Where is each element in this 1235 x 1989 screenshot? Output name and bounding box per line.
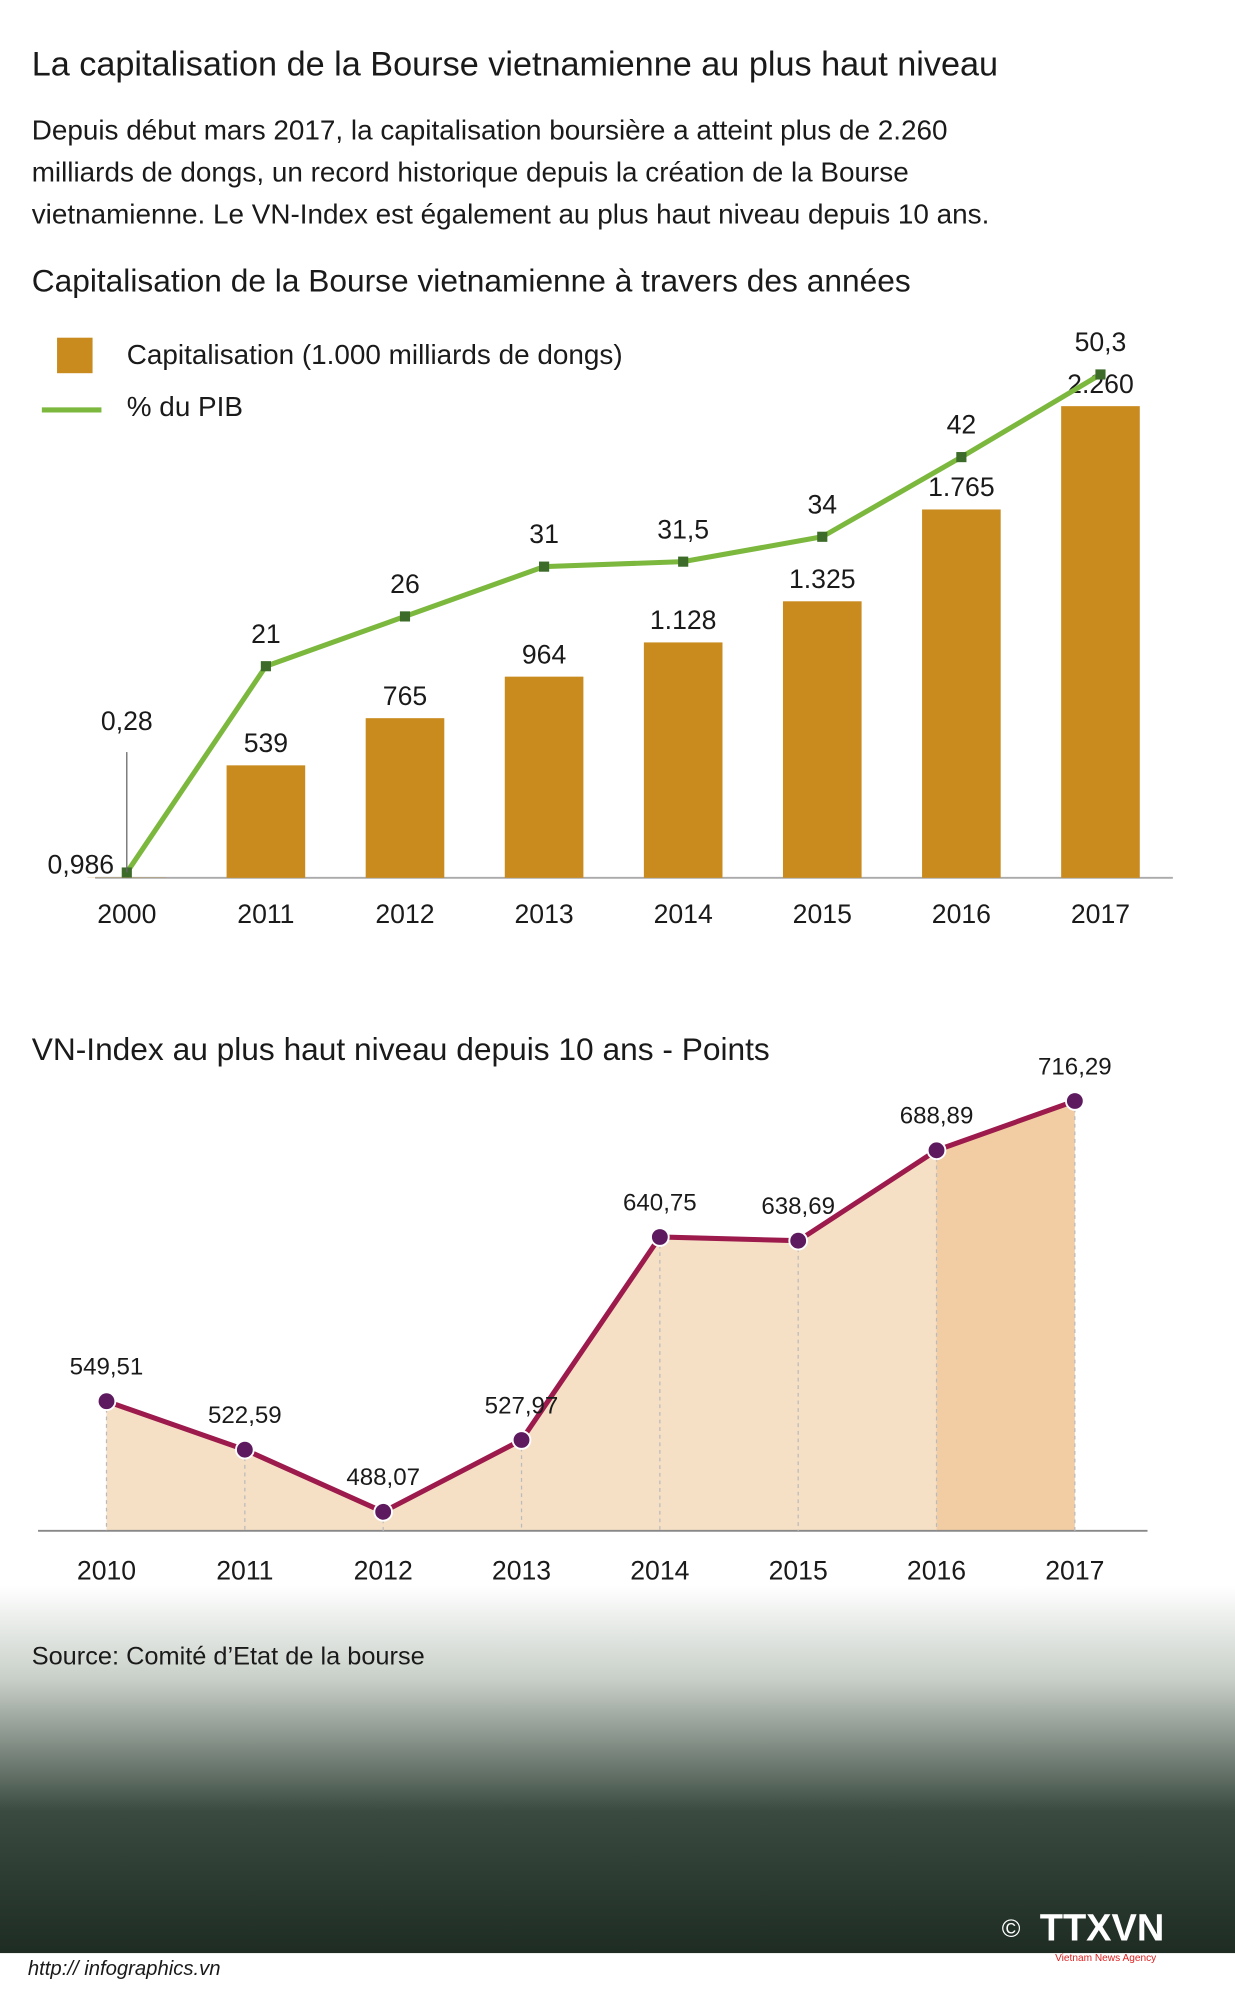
footer-strip (0, 1953, 1235, 1989)
x-tick-label: 2017 (1071, 899, 1130, 929)
x-tick-label: 2017 (1045, 1556, 1104, 1586)
bar-value-label: 765 (383, 681, 427, 711)
agency: Vietnam News Agency (1055, 1953, 1157, 1964)
area (106, 1150, 937, 1531)
x-tick-label: 2016 (932, 899, 991, 929)
line-value-label: 34 (807, 489, 837, 519)
value-label: 716,29 (1038, 1053, 1112, 1080)
url: http:// infographics.vn (28, 1958, 221, 1980)
line (105, 1098, 1076, 1515)
legend-label: Capitalisation (1.000 milliards de dongs… (127, 339, 623, 370)
bar (643, 642, 723, 878)
line (124, 372, 1102, 874)
x-tick-label: 2014 (630, 1556, 689, 1586)
value-label: 527,97 (485, 1392, 559, 1419)
logo: TTXVN (1040, 1907, 1165, 1949)
x-tick-label: 2011 (216, 1556, 273, 1586)
x-tick-label: 2010 (77, 1556, 136, 1586)
point (926, 1140, 947, 1161)
bar (365, 718, 445, 878)
x-tick-label: 2015 (793, 899, 852, 929)
x-tick-label: 2014 (654, 899, 713, 929)
point (650, 1227, 670, 1247)
legend-swatch (57, 337, 93, 374)
line-value-label: 42 (947, 410, 977, 440)
line-marker (399, 611, 411, 622)
value-label: 688,89 (900, 1103, 974, 1130)
x-tick-label: 2015 (769, 1556, 828, 1586)
x-tick-label: 2013 (514, 899, 573, 929)
bar (1061, 406, 1140, 878)
point (511, 1430, 532, 1450)
x-tick-label: 2016 (907, 1556, 966, 1586)
point (235, 1439, 255, 1460)
bar-value-label: 539 (244, 728, 288, 758)
value-label: 638,69 (761, 1193, 835, 1220)
description-line: vietnamienne. Le VN-Index est également … (32, 198, 990, 229)
point (788, 1230, 809, 1251)
bar (782, 601, 862, 878)
line-value-label: 31,5 (657, 514, 709, 544)
line-value-label: 50,3 (1075, 327, 1127, 357)
line-value-label: 0,28 (101, 706, 153, 736)
ticker-background (0, 1585, 1235, 1964)
line-marker (956, 452, 967, 463)
point (373, 1502, 394, 1522)
value-label: 549,51 (70, 1354, 144, 1381)
line-marker (539, 561, 550, 572)
x-tick-label: 2012 (375, 899, 434, 929)
bar-value-label: 0,986 (48, 849, 115, 879)
line-value-label: 21 (251, 619, 281, 649)
line-marker (817, 531, 828, 542)
bar (922, 509, 1001, 878)
source: Source: Comité d’Etat de la bourse (32, 1642, 425, 1670)
value-label: 640,75 (623, 1189, 697, 1216)
bar-value-label: 964 (522, 639, 567, 669)
point (96, 1391, 117, 1412)
value-label: 522,59 (208, 1402, 282, 1429)
line-marker (1095, 369, 1106, 380)
point (1065, 1091, 1085, 1111)
area-highlight (936, 1101, 1075, 1531)
x-tick-label: 2000 (97, 899, 156, 929)
x-tick-label: 2012 (354, 1556, 413, 1586)
chart-title: Capitalisation de la Bourse vietnamienne… (32, 263, 911, 299)
description-line: Depuis début mars 2017, la capitalisatio… (32, 115, 948, 146)
line-value-label: 31 (529, 519, 559, 549)
description-line: milliards de dongs, un record historique… (32, 157, 909, 188)
x-tick-label: 2013 (492, 1556, 551, 1586)
line-marker (678, 556, 689, 567)
bar (504, 676, 584, 878)
legend-label: % du PIB (127, 391, 243, 422)
bar-value-label: 1.128 (650, 605, 717, 635)
title: La capitalisation de la Bourse vietnamie… (32, 45, 998, 83)
line-marker (260, 661, 271, 672)
copyright: © (1002, 1915, 1021, 1943)
bar-value-label: 1.765 (928, 472, 995, 502)
bar (226, 765, 306, 878)
chart-title: VN-Index au plus haut niveau depuis 10 a… (32, 1031, 770, 1067)
value-label: 488,07 (346, 1464, 420, 1491)
x-tick-label: 2011 (237, 899, 294, 929)
line-value-label: 26 (390, 569, 420, 599)
bar-value-label: 1.325 (789, 564, 856, 594)
